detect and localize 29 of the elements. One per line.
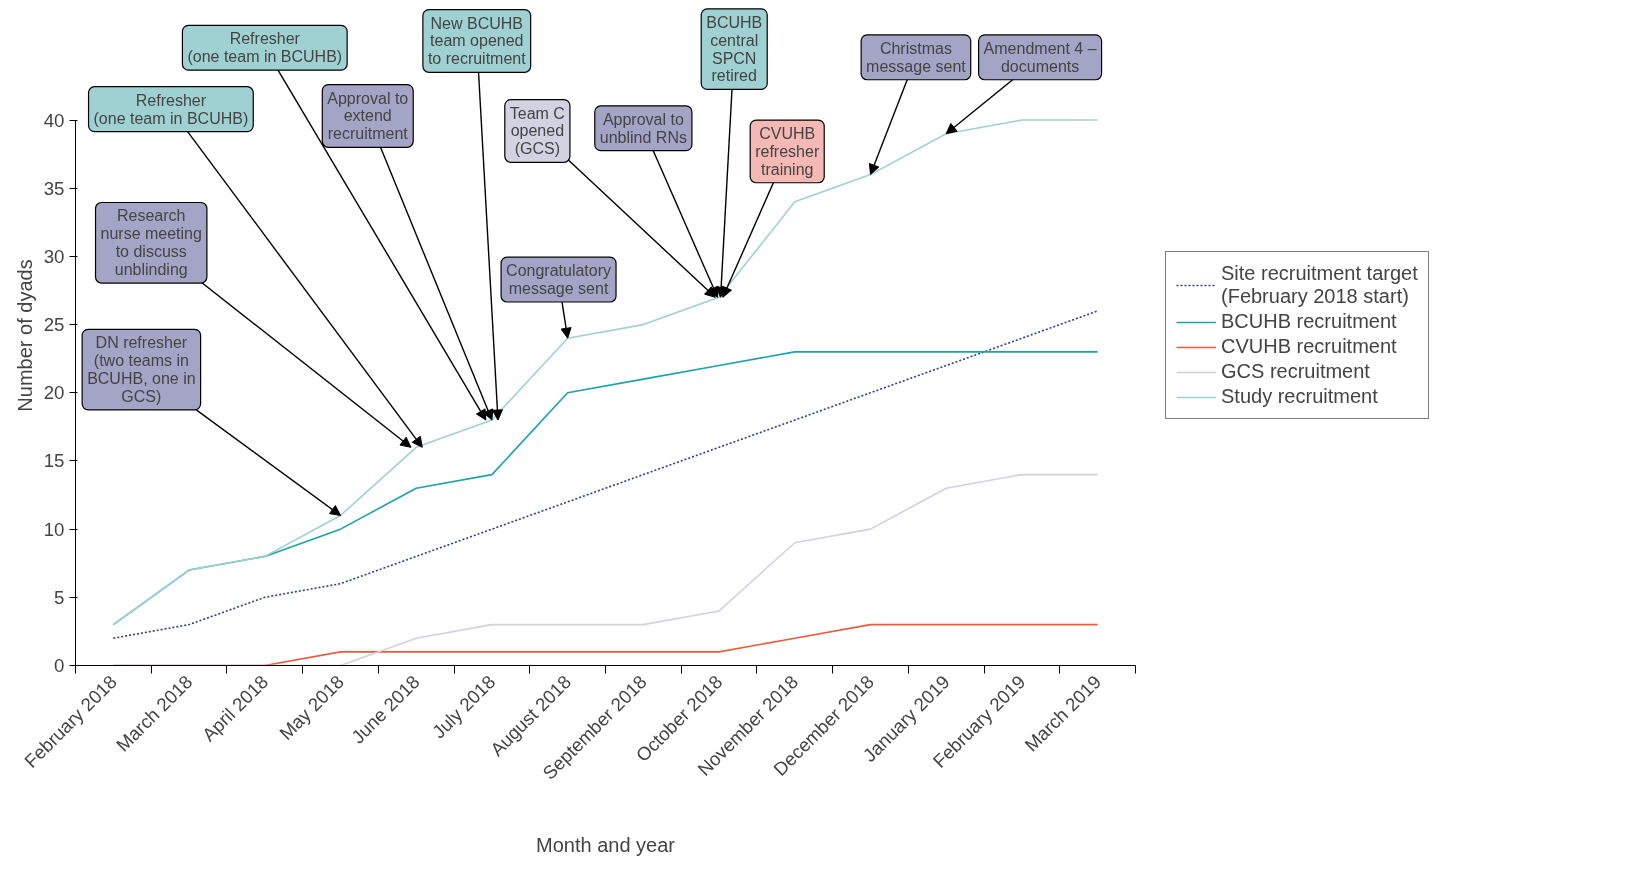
annotation: Refresher (one team in BCUHB) — [187, 30, 343, 66]
y-tick-label: 15 — [43, 450, 65, 472]
y-tick-label: 0 — [54, 655, 65, 676]
annotation: Approval to extend recruitment — [327, 89, 409, 143]
annotation: Approval to unblind RNs — [599, 110, 687, 146]
annotation: Amendment 4 – documents — [983, 39, 1097, 75]
y-tick-label: 30 — [43, 245, 65, 267]
annotation: Team C opened (GCS) — [509, 104, 565, 158]
y-tick-label: 40 — [43, 109, 65, 131]
annotation: Congratulatory message sent — [506, 262, 612, 298]
annotation: BCUHB central SPCN retired — [706, 13, 763, 85]
annotation: New BCUHB team opened to recruitment — [427, 14, 527, 68]
annotation: DN refresher (two teams in BCUHB, one in GCS) — [87, 334, 196, 405]
annotation: Research nurse meeting to discuss unblinding — [100, 207, 202, 279]
legend-label: Study recruitment — [1221, 385, 1378, 408]
annotation: CVUHB refresher training — [755, 125, 820, 178]
y-axis-title: Number of dyads — [13, 259, 36, 412]
y-tick-label: 25 — [43, 314, 65, 336]
legend-label: BCUHB recruitment — [1221, 310, 1397, 333]
legend-label: Site recruitment target (February 2018 start) — [1221, 262, 1418, 308]
legend-label: CVUHB recruitment — [1221, 335, 1397, 358]
legend-label: GCS recruitment — [1221, 360, 1370, 383]
y-tick-label: 5 — [54, 586, 65, 608]
y-tick-label: 10 — [43, 518, 65, 540]
y-tick-label: 20 — [43, 382, 65, 404]
annotation: Refresher (one team in BCUHB) — [93, 91, 249, 127]
x-axis-title: Month and year — [536, 833, 676, 856]
y-tick-label: 35 — [43, 177, 65, 199]
annotation: Christmas message sent — [866, 39, 967, 75]
